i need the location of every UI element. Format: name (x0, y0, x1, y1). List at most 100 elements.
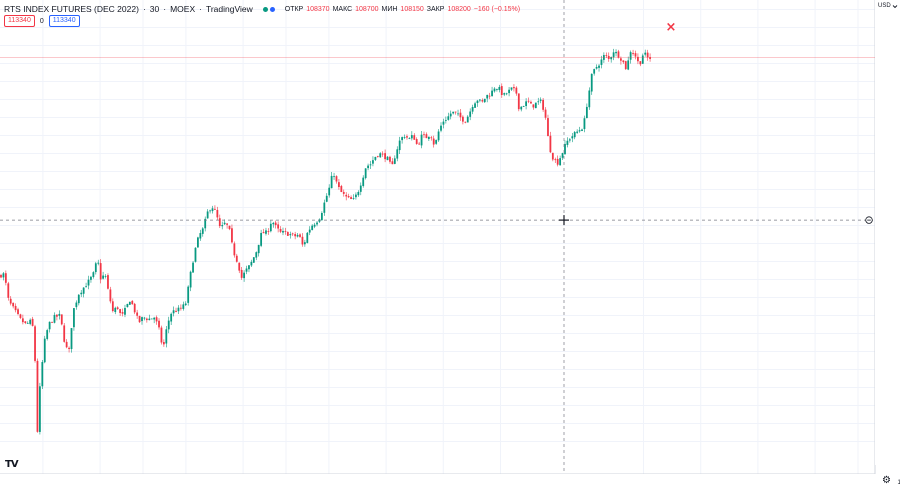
candle-body[interactable] (277, 224, 280, 229)
candle-body[interactable] (272, 222, 275, 225)
candle-body[interactable] (150, 318, 153, 320)
candle-body[interactable] (595, 66, 598, 69)
candle-body[interactable] (561, 153, 564, 158)
candle-body[interactable] (75, 302, 78, 308)
candle-body[interactable] (128, 301, 131, 305)
candle-body[interactable] (345, 194, 348, 197)
candle-body[interactable] (165, 329, 168, 344)
candle-body[interactable] (99, 263, 102, 280)
candle-body[interactable] (415, 139, 418, 144)
candle-body[interactable] (311, 225, 314, 230)
candle-body[interactable] (19, 314, 22, 318)
candle-body[interactable] (359, 185, 362, 192)
candle-body[interactable] (578, 130, 581, 132)
candle-body[interactable] (461, 116, 464, 122)
candle-body[interactable] (432, 138, 435, 145)
candle-body[interactable] (158, 320, 160, 328)
candle-body[interactable] (306, 232, 309, 243)
candle-body[interactable] (267, 231, 270, 232)
candle-body[interactable] (449, 113, 452, 117)
candle-body[interactable] (257, 244, 260, 254)
candle-body[interactable] (38, 386, 41, 432)
candle-body[interactable] (70, 328, 73, 350)
candle-body[interactable] (527, 100, 530, 102)
candle-body[interactable] (170, 313, 173, 322)
candle-body[interactable] (593, 69, 596, 74)
candle-body[interactable] (620, 58, 622, 61)
symbol-name[interactable]: RTS INDEX FUTURES (DEC 2022) (4, 4, 139, 14)
candle-body[interactable] (9, 298, 12, 304)
candle-body[interactable] (588, 90, 591, 108)
candle-body[interactable] (457, 113, 459, 115)
candle-body[interactable] (425, 134, 428, 139)
candle-body[interactable] (167, 320, 170, 330)
candle-body[interactable] (136, 312, 139, 316)
candle-body[interactable] (116, 307, 119, 309)
candle-body[interactable] (77, 294, 80, 304)
candle-body[interactable] (496, 89, 498, 90)
candle-body[interactable] (104, 276, 107, 277)
candle-body[interactable] (299, 234, 301, 237)
candle-body[interactable] (418, 143, 421, 145)
candle-body[interactable] (517, 93, 520, 110)
candle-body[interactable] (252, 257, 255, 263)
candle-body[interactable] (515, 87, 518, 94)
candle-body[interactable] (43, 338, 46, 363)
candle-body[interactable] (386, 156, 389, 161)
candle-body[interactable] (34, 326, 36, 361)
candle-body[interactable] (65, 341, 68, 348)
candle-body[interactable] (260, 232, 263, 246)
candle-body[interactable] (544, 109, 547, 118)
candle-body[interactable] (491, 90, 493, 97)
candle-body[interactable] (585, 106, 588, 119)
candle-body[interactable] (262, 232, 265, 234)
candle-body[interactable] (430, 137, 433, 139)
candle-body[interactable] (510, 87, 513, 90)
candle-body[interactable] (617, 51, 620, 58)
candle-body[interactable] (109, 289, 112, 302)
candle-body[interactable] (474, 103, 476, 108)
candle-body[interactable] (63, 325, 66, 342)
candle-body[interactable] (265, 230, 267, 234)
candle-body[interactable] (637, 56, 639, 62)
candle-body[interactable] (413, 135, 416, 140)
candle-body[interactable] (296, 234, 299, 237)
candle-body[interactable] (303, 242, 306, 245)
candle-body[interactable] (282, 230, 284, 233)
price-axis[interactable] (875, 0, 900, 465)
candle-body[interactable] (184, 303, 187, 306)
candle-body[interactable] (87, 279, 90, 286)
candle-body[interactable] (114, 307, 117, 313)
candle-body[interactable] (111, 301, 114, 312)
candle-body[interactable] (444, 120, 447, 121)
candle-body[interactable] (598, 65, 600, 68)
candle-body[interactable] (581, 129, 583, 131)
candle-body[interactable] (274, 222, 277, 226)
candle-body[interactable] (338, 182, 340, 188)
candle-body[interactable] (379, 153, 382, 158)
candle-body[interactable] (301, 236, 304, 245)
data-status-dot[interactable] (269, 6, 275, 12)
candle-body[interactable] (206, 211, 209, 219)
candle-body[interactable] (102, 275, 105, 279)
candle-body[interactable] (238, 262, 241, 271)
candle-body[interactable] (333, 176, 335, 178)
candle-body[interactable] (454, 111, 457, 113)
currency-selector[interactable]: USD (878, 3, 898, 9)
candle-body[interactable] (500, 86, 503, 96)
candle-body[interactable] (209, 210, 211, 212)
candle-body[interactable] (126, 303, 129, 308)
time-axis[interactable] (0, 474, 875, 488)
candle-body[interactable] (284, 231, 287, 232)
candle-body[interactable] (243, 272, 245, 279)
candle-body[interactable] (316, 222, 318, 225)
candle-body[interactable] (131, 300, 134, 305)
candle-body[interactable] (403, 137, 406, 139)
candle-body[interactable] (401, 137, 404, 141)
candle-body[interactable] (318, 219, 321, 222)
candle-body[interactable] (615, 51, 617, 54)
candle-body[interactable] (568, 139, 571, 141)
gear-icon[interactable]: ⚙ (882, 475, 891, 486)
candle-body[interactable] (571, 136, 574, 139)
